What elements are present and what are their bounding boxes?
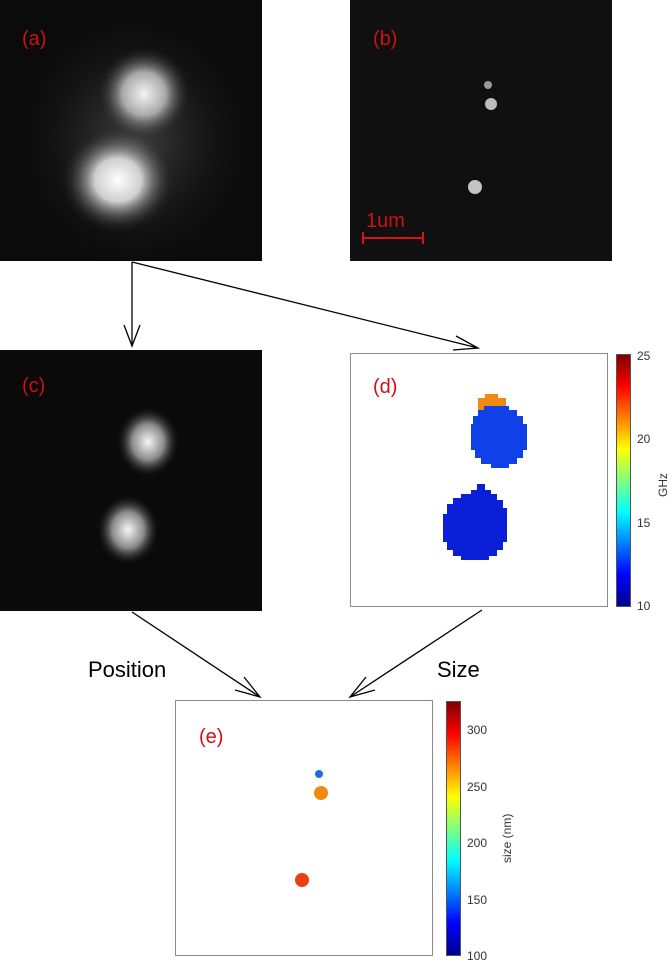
upper-particle <box>96 46 192 142</box>
e-tick-200: 200 <box>467 836 488 850</box>
lower-blue-region <box>443 484 507 560</box>
panel-d-shapes <box>443 394 527 560</box>
size-label: Size <box>437 657 480 682</box>
panel-e-colorbar <box>446 701 461 956</box>
upper-gaussian <box>116 406 180 478</box>
e-tick-300: 300 <box>467 723 488 737</box>
lower-particle <box>60 126 176 234</box>
panel-c-image: (c) <box>0 350 262 611</box>
position-label: Position <box>88 657 167 682</box>
arrow-a-to-d <box>131 261 481 351</box>
large-particle-marker <box>295 873 309 887</box>
panel-c-blobs <box>96 406 180 566</box>
e-tick-250: 250 <box>467 780 488 794</box>
d-tick-15: 15 <box>637 516 651 530</box>
e-tick-150: 150 <box>467 893 488 907</box>
panel-e-label: (e) <box>199 726 224 748</box>
d-tick-10: 10 <box>637 599 651 613</box>
panel-d-map: (d) <box>350 353 608 607</box>
e-tick-100: 100 <box>467 949 488 963</box>
medium-particle-marker <box>314 786 328 800</box>
panel-a-blobs <box>15 10 255 261</box>
lower-gaussian <box>96 494 160 566</box>
d-tick-25: 25 <box>637 349 651 363</box>
upper-blue-region <box>471 406 527 468</box>
small-particle-marker <box>315 770 323 778</box>
panel-c-label: (c) <box>22 375 46 397</box>
panel-a-image: (a) <box>0 0 262 261</box>
panel-a-label: (a) <box>22 28 47 50</box>
panel-e-map: (e) <box>175 700 433 956</box>
e-colorbar-unit: size (nm) <box>500 813 514 863</box>
scale-bar-label: 1um <box>366 210 405 232</box>
panel-e-markers <box>295 770 328 887</box>
d-tick-20: 20 <box>637 432 651 446</box>
scale-bar <box>362 232 424 244</box>
panel-b-label: (b) <box>373 28 398 50</box>
panel-b-particles <box>362 81 497 244</box>
panel-d-colorbar <box>616 354 631 607</box>
panel-d-label: (d) <box>373 376 398 398</box>
arrow-c-to-e <box>131 611 262 699</box>
panel-b-image: (b) 1um <box>350 0 612 261</box>
arrow-a-to-c <box>123 262 141 348</box>
arrow-d-to-e <box>348 609 483 699</box>
d-colorbar-unit: GHz <box>656 473 670 497</box>
